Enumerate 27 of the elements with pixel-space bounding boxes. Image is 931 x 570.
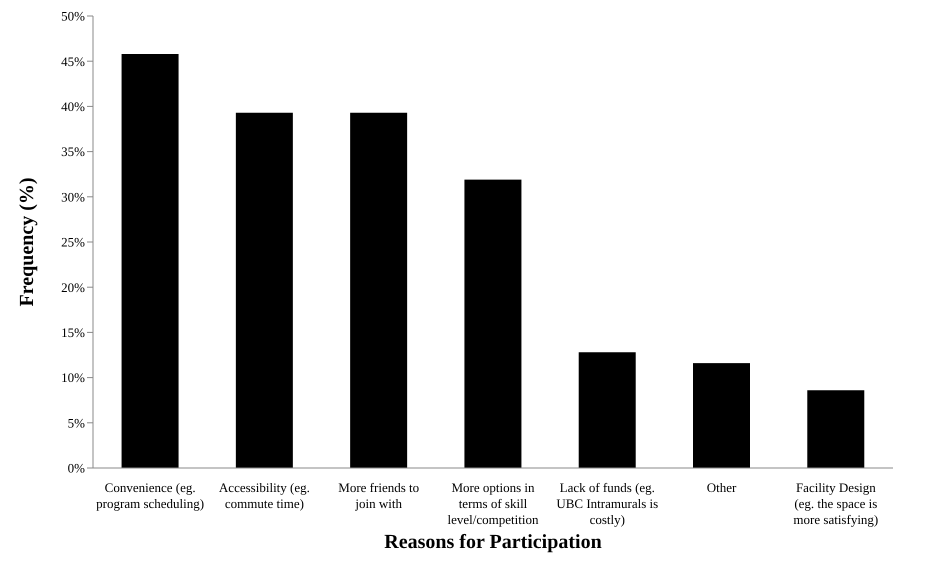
x-axis-title: Reasons for Participation	[384, 531, 602, 553]
y-tick-label: 35%	[61, 144, 86, 160]
bar	[350, 112, 408, 468]
y-tick-label: 45%	[61, 54, 86, 69]
y-tick-label: 25%	[61, 234, 86, 250]
y-tick-label: 15%	[61, 325, 86, 340]
y-tick-label: 5%	[68, 415, 86, 430]
bar	[807, 390, 864, 468]
y-tick-label: 20%	[61, 280, 86, 295]
bar	[464, 180, 522, 468]
y-axis-title: Frequency (%)	[16, 177, 38, 307]
y-tick-label: 40%	[61, 99, 86, 114]
x-tick-label: Lack of funds (eg. UBC Intramurals is costly)	[556, 480, 658, 527]
x-tick-label: Facility Design (eg. the space is more satisfying)	[793, 480, 878, 527]
y-tick-label: 10%	[61, 370, 86, 386]
x-tick-label: Accessibility (eg. commute time)	[218, 480, 310, 511]
x-tick-label: Other	[706, 480, 738, 495]
x-tick-label: Convenience (eg. program scheduling)	[96, 480, 204, 511]
bar	[578, 352, 636, 468]
y-tick-label: 50%	[61, 8, 86, 24]
y-tick-label: 0%	[68, 460, 86, 476]
bar	[693, 363, 750, 468]
x-tick-label: More options in terms of skill level/competition	[448, 480, 539, 527]
y-tick-label: 30%	[61, 189, 86, 204]
bar	[236, 112, 293, 468]
x-tick-label: More friends to join with	[338, 480, 420, 511]
bar	[122, 54, 179, 468]
